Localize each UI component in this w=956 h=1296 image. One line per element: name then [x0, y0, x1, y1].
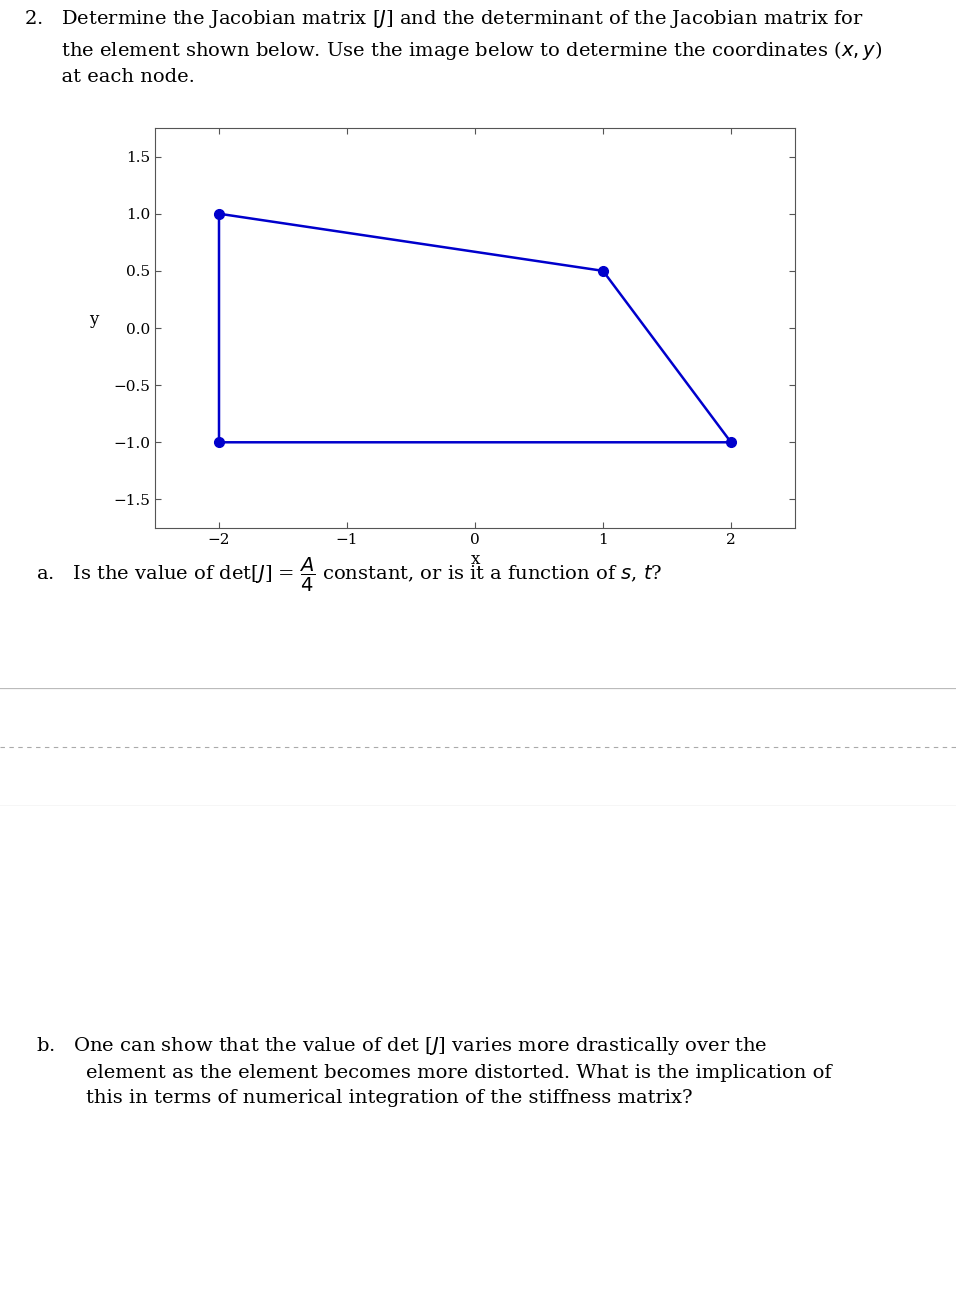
Y-axis label: y: y: [90, 311, 98, 328]
Text: b.   One can show that the value of det [$J$] varies more drastically over the
 : b. One can show that the value of det [$…: [36, 1036, 832, 1107]
Text: 2.   Determine the Jacobian matrix [$J$] and the determinant of the Jacobian mat: 2. Determine the Jacobian matrix [$J$] a…: [24, 8, 882, 87]
X-axis label: x: x: [470, 551, 480, 568]
Text: a.   Is the value of det[$J$] = $\dfrac{A}{4}$ constant, or is it a function of : a. Is the value of det[$J$] = $\dfrac{A}…: [36, 556, 663, 595]
